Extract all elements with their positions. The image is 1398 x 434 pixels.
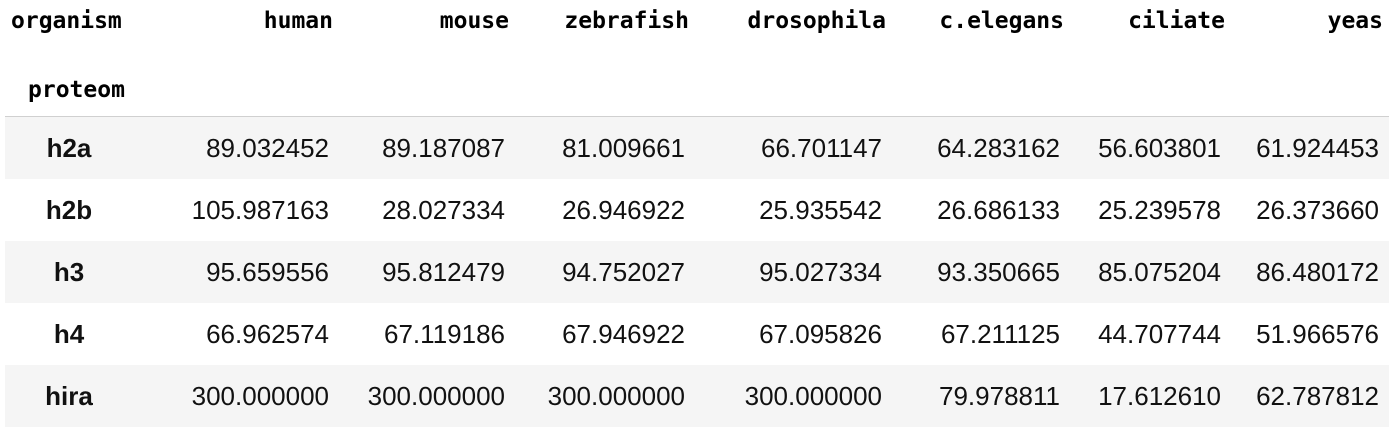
table-cell: 66.962574 [206,318,329,349]
index-row-blank [1070,63,1231,117]
table-cell: 44.707744 [1098,318,1221,349]
table-row-h4: h4 66.962574 67.119186 67.946922 67.0958… [5,303,1389,365]
index-row-blank [1231,63,1389,117]
index-name-row: proteom [5,63,1389,117]
table-cell: 300.000000 [547,380,685,411]
column-header-row: organism human mouse zebrafish drosophil… [5,0,1389,63]
dataframe-table: organism human mouse zebrafish drosophil… [5,0,1389,427]
table-cell: 95.812479 [382,256,505,287]
table-cell: 300.000000 [367,380,505,411]
table-body: h2a 89.032452 89.187087 81.009661 66.701… [5,116,1389,427]
table-cell: 64.283162 [937,132,1060,163]
column-header-drosophila: drosophila [747,8,886,34]
table-cell: 17.612610 [1098,380,1221,411]
index-row-blank [515,63,695,117]
index-row-blank [339,63,515,117]
table-cell: 25.239578 [1098,194,1221,225]
table-cell: 66.701147 [761,132,882,163]
table-cell: 56.603801 [1098,132,1221,163]
row-label: hira [45,380,93,411]
table-cell: 62.787812 [1256,380,1379,411]
table-cell: 67.946922 [562,318,685,349]
column-header-ciliate: ciliate [1128,8,1225,34]
table-row-h3: h3 95.659556 95.812479 94.752027 95.0273… [5,241,1389,303]
row-label: h2a [46,132,92,163]
index-name-label: proteom [28,76,125,103]
table-cell: 93.350665 [937,256,1060,287]
table-header: organism human mouse zebrafish drosophil… [5,0,1389,117]
table-cell: 95.027334 [759,256,882,287]
table-cell: 67.211125 [940,318,1060,349]
column-header-mouse: mouse [439,8,509,34]
index-row-blank [892,63,1070,117]
table-cell: 79.978811 [939,380,1060,411]
table-cell: 26.686133 [937,194,1060,225]
table-cell: 81.009661 [562,132,685,163]
table-cell: 85.075204 [1098,256,1221,287]
table-row-hira: hira 300.000000 300.000000 300.000000 30… [5,365,1389,427]
row-label: h2b [45,194,93,225]
table-cell: 26.946922 [562,194,685,225]
table-row-h2a: h2a 89.032452 89.187087 81.009661 66.701… [5,116,1389,179]
table-cell: 67.119186 [384,318,505,349]
table-cell: 89.032452 [206,132,329,163]
table-cell: 89.187087 [382,132,505,163]
table-row-h2b: h2b 105.987163 28.027334 26.946922 25.93… [5,179,1389,241]
table-cell: 67.095826 [759,318,882,349]
table-cell: 300.000000 [191,380,329,411]
table-cell: 94.752027 [562,256,685,287]
index-row-blank [163,63,339,117]
table-cell: 95.659556 [206,256,329,287]
columns-name-label: organism [11,8,122,34]
table-cell: 51.966576 [1256,318,1379,349]
table-cell: 86.480172 [1256,256,1379,287]
index-row-blank [695,63,892,117]
column-header-zebrafish: zebrafish [564,8,689,34]
column-header-human: human [263,8,333,34]
column-header-yeas: yeas [1327,8,1383,34]
table-cell: 61.924453 [1256,132,1379,163]
column-header-c-elegans: c.elegans [939,8,1064,34]
row-label: h3 [53,256,85,287]
table-cell: 28.027334 [382,194,505,225]
table-cell: 300.000000 [744,380,882,411]
table-cell: 26.373660 [1256,194,1379,225]
table-cell: 25.935542 [759,194,882,225]
table-cell: 105.987163 [191,194,329,225]
row-label: h4 [53,318,85,349]
